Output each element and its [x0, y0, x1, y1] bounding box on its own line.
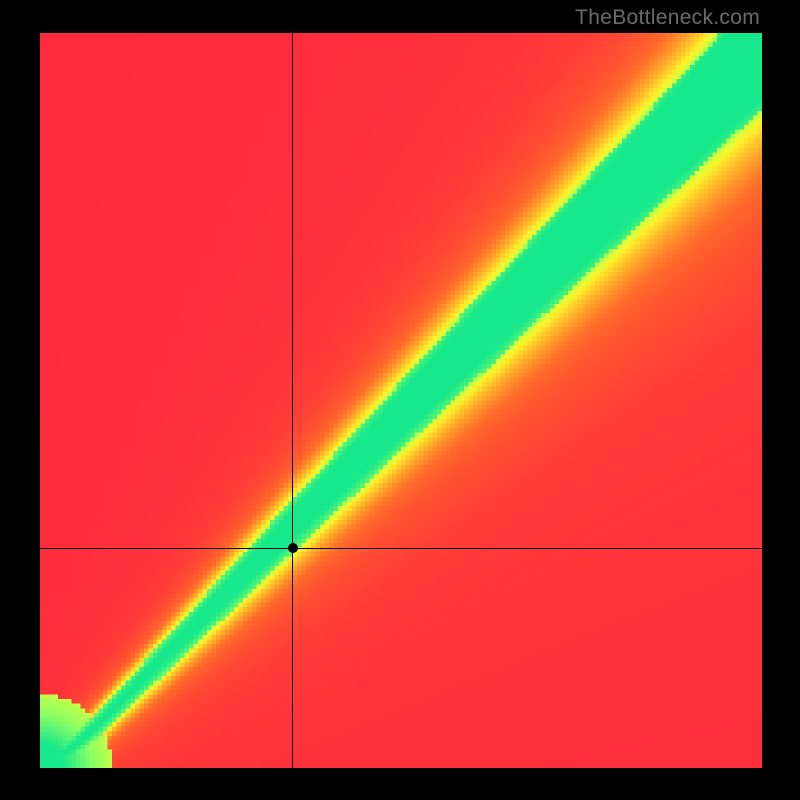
heatmap-canvas [40, 33, 762, 768]
crosshair-vertical [292, 33, 293, 768]
crosshair-horizontal [40, 548, 762, 549]
crosshair-marker [288, 543, 298, 553]
heatmap-plot [40, 33, 762, 768]
watermark-text: TheBottleneck.com [575, 6, 760, 30]
